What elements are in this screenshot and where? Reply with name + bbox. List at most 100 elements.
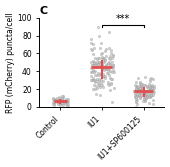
Point: [99, 53, 102, 56]
Point: [60, 103, 63, 106]
Point: [149, 93, 152, 95]
Point: [109, 69, 112, 72]
Point: [137, 85, 139, 88]
Point: [103, 68, 106, 71]
Point: [93, 46, 95, 49]
Point: [135, 87, 138, 89]
Point: [95, 64, 97, 67]
Point: [95, 74, 98, 76]
Point: [105, 54, 107, 57]
Point: [107, 83, 110, 86]
Point: [152, 90, 155, 93]
Point: [112, 66, 114, 69]
Point: [66, 99, 69, 102]
Point: [65, 98, 68, 100]
Point: [149, 90, 152, 92]
Point: [101, 56, 104, 59]
Point: [135, 80, 138, 83]
Point: [144, 98, 147, 101]
Point: [134, 85, 137, 87]
Point: [138, 92, 141, 94]
Point: [94, 74, 97, 77]
Point: [92, 65, 95, 68]
Point: [95, 80, 97, 82]
Point: [108, 61, 110, 64]
Point: [149, 77, 152, 80]
Text: ***: ***: [116, 14, 130, 24]
Point: [97, 56, 100, 59]
Point: [134, 98, 137, 101]
Point: [99, 72, 101, 75]
Point: [97, 34, 100, 37]
Point: [143, 93, 146, 96]
Point: [100, 72, 103, 74]
Point: [98, 84, 100, 87]
Point: [90, 70, 93, 73]
Point: [96, 62, 99, 65]
Point: [148, 82, 151, 85]
Point: [100, 60, 102, 63]
Point: [138, 89, 140, 92]
Point: [110, 101, 113, 104]
Point: [66, 100, 69, 103]
Point: [109, 89, 112, 92]
Point: [140, 87, 143, 90]
Point: [134, 94, 136, 96]
Point: [147, 87, 150, 90]
Point: [60, 94, 63, 97]
Point: [145, 97, 148, 99]
Point: [92, 61, 95, 64]
Point: [106, 68, 109, 71]
Point: [59, 103, 62, 106]
Point: [134, 90, 137, 93]
Point: [141, 82, 144, 85]
Point: [148, 95, 151, 98]
Point: [61, 97, 63, 99]
Point: [150, 85, 153, 88]
Point: [138, 92, 141, 95]
Point: [53, 99, 55, 101]
Point: [140, 82, 143, 85]
Point: [95, 65, 98, 68]
Point: [143, 91, 146, 94]
Point: [103, 75, 106, 77]
Point: [144, 95, 146, 97]
Point: [149, 87, 151, 89]
Point: [143, 90, 146, 93]
Point: [63, 101, 65, 104]
Point: [134, 101, 137, 103]
Point: [100, 65, 103, 68]
Point: [112, 54, 115, 56]
Point: [92, 70, 94, 72]
Point: [102, 73, 105, 75]
Point: [151, 91, 154, 94]
Point: [58, 96, 61, 98]
Point: [139, 88, 141, 90]
Point: [143, 90, 146, 93]
Point: [93, 70, 96, 72]
Point: [53, 103, 55, 106]
Point: [99, 46, 102, 49]
Point: [61, 100, 64, 103]
Point: [136, 103, 138, 106]
Point: [148, 77, 151, 80]
Point: [149, 88, 151, 90]
Point: [94, 56, 96, 59]
Point: [148, 84, 150, 87]
Point: [95, 58, 98, 60]
Point: [146, 86, 149, 88]
Point: [101, 52, 104, 55]
Point: [108, 74, 110, 77]
Point: [90, 74, 92, 77]
Point: [66, 101, 69, 103]
Point: [150, 91, 153, 94]
Point: [58, 99, 61, 101]
Point: [139, 83, 141, 86]
Point: [53, 101, 55, 103]
Point: [53, 101, 56, 104]
Point: [148, 90, 150, 93]
Point: [62, 104, 65, 107]
Point: [111, 64, 114, 66]
Point: [146, 85, 148, 87]
Point: [52, 101, 54, 104]
